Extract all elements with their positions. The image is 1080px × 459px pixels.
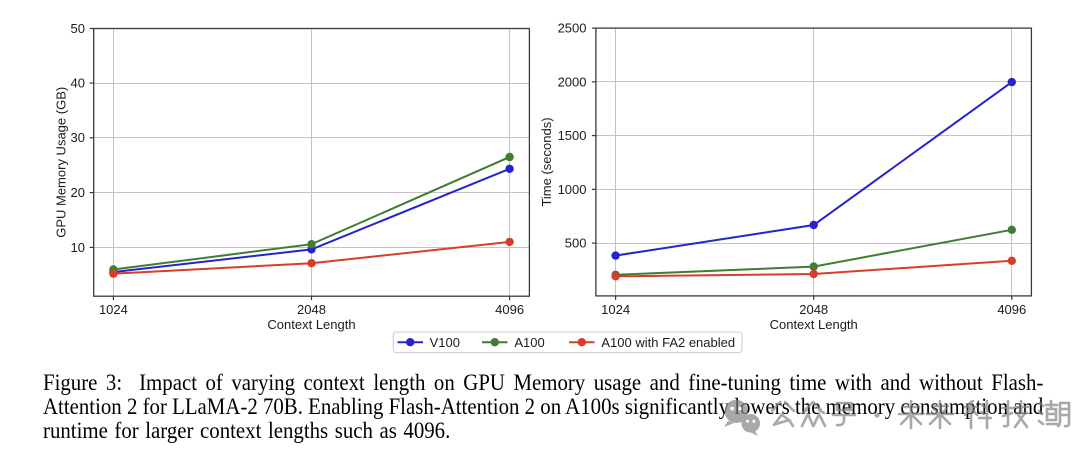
svg-text:1024: 1024: [601, 302, 630, 317]
svg-text:2500: 2500: [558, 21, 587, 36]
svg-text:A100 with FA2 enabled: A100 with FA2 enabled: [601, 335, 735, 350]
svg-text:40: 40: [71, 75, 85, 90]
svg-text:1000: 1000: [558, 182, 587, 197]
svg-text:4096: 4096: [495, 302, 524, 317]
svg-text:1024: 1024: [99, 302, 128, 317]
svg-text:1500: 1500: [558, 128, 587, 143]
svg-text:2000: 2000: [558, 74, 587, 89]
svg-text:20: 20: [71, 185, 85, 200]
svg-text:30: 30: [71, 130, 85, 145]
svg-text:2048: 2048: [799, 302, 828, 317]
svg-text:V100: V100: [430, 335, 460, 350]
svg-text:10: 10: [71, 240, 85, 255]
svg-text:4096: 4096: [997, 302, 1026, 317]
svg-text:Context Length: Context Length: [770, 317, 858, 332]
svg-text:Time (seconds): Time (seconds): [539, 117, 554, 206]
svg-text:2048: 2048: [297, 302, 326, 317]
svg-text:500: 500: [565, 236, 587, 251]
svg-text:GPU Memory Usage (GB): GPU Memory Usage (GB): [54, 87, 69, 238]
svg-text:50: 50: [71, 21, 85, 36]
svg-text:A100: A100: [514, 335, 544, 350]
svg-text:Context Length: Context Length: [267, 317, 355, 332]
